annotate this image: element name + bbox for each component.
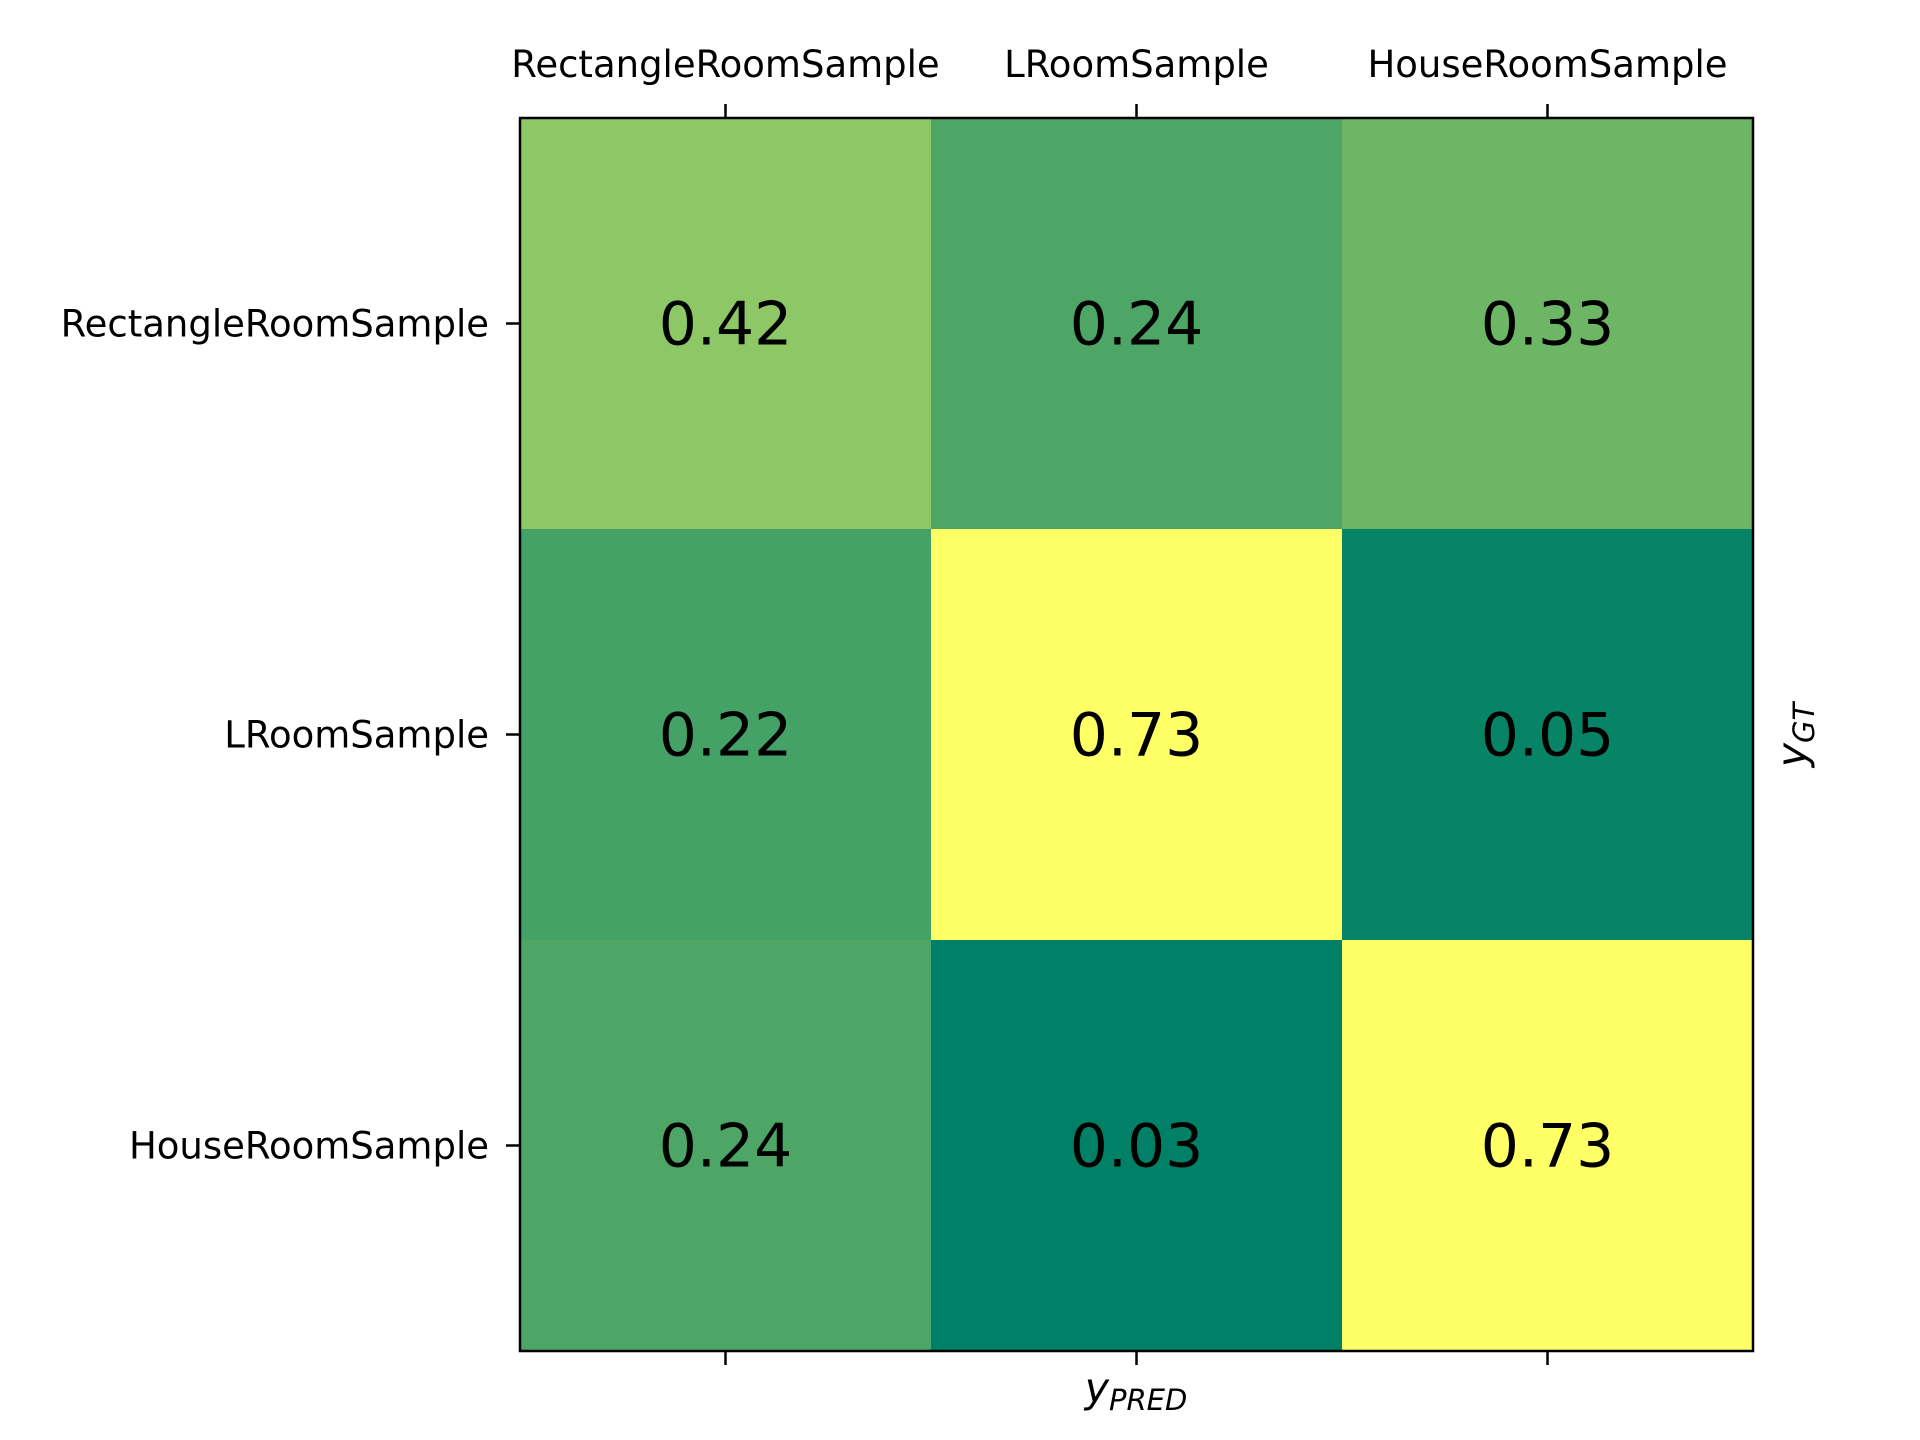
x-tick-label-0: RectangleRoomSample bbox=[511, 43, 939, 86]
heatmap-cell-r1-c0 bbox=[520, 529, 932, 941]
heatmap-cell-labels: 0.42 0.24 0.33 0.22 0.73 0.05 0.24 0.03 0.73 bbox=[659, 290, 1615, 1182]
heatmap-cell-r0-c1 bbox=[931, 118, 1343, 530]
x-tick-label-1: LRoomSample bbox=[1004, 43, 1269, 86]
cell-label-r2-c1: 0.03 bbox=[1070, 1112, 1204, 1182]
x-axis-label: yPRED bbox=[1083, 1364, 1188, 1417]
cell-label-r0-c1: 0.24 bbox=[1070, 290, 1204, 360]
y-axis-label: yGT bbox=[1768, 700, 1821, 769]
x-axis-ticks: RectangleRoomSample LRoomSample HouseRoomS… bbox=[511, 43, 1728, 1365]
cell-label-r1-c0: 0.22 bbox=[659, 701, 793, 771]
cell-label-r2-c0: 0.24 bbox=[659, 1112, 793, 1182]
heatmap-cell-r2-c2 bbox=[1342, 940, 1754, 1352]
cell-label-r1-c2: 0.05 bbox=[1481, 701, 1615, 771]
y-tick-label-1: LRoomSample bbox=[224, 714, 489, 757]
cell-label-r2-c2: 0.73 bbox=[1481, 1112, 1615, 1182]
y-tick-label-0: RectangleRoomSample bbox=[61, 303, 489, 346]
y-axis-label-symbol: y bbox=[1768, 742, 1816, 769]
x-axis-label-subscript: PRED bbox=[1109, 1383, 1187, 1417]
y-axis-label-subscript: GT bbox=[1787, 700, 1821, 742]
x-axis-label-symbol: y bbox=[1083, 1364, 1110, 1412]
cell-label-r1-c1: 0.73 bbox=[1070, 701, 1204, 771]
cell-label-r0-c2: 0.33 bbox=[1481, 290, 1615, 360]
heatmap-cell-r1-c2 bbox=[1342, 529, 1754, 941]
y-tick-label-2: HouseRoomSample bbox=[129, 1125, 489, 1168]
heatmap-cell-r2-c1 bbox=[931, 940, 1343, 1352]
heatmap-cell-r0-c0 bbox=[520, 118, 932, 530]
cell-label-r0-c0: 0.42 bbox=[659, 290, 793, 360]
x-tick-label-2: HouseRoomSample bbox=[1367, 43, 1727, 86]
heatmap-cell-r1-c1 bbox=[931, 529, 1343, 941]
y-axis-ticks: RectangleRoomSample LRoomSample HouseRoomS… bbox=[61, 303, 520, 1168]
heatmap-cell-r2-c0 bbox=[520, 940, 932, 1352]
heatmap-cell-r0-c2 bbox=[1342, 118, 1754, 530]
heatmap-cells bbox=[520, 118, 1754, 1352]
